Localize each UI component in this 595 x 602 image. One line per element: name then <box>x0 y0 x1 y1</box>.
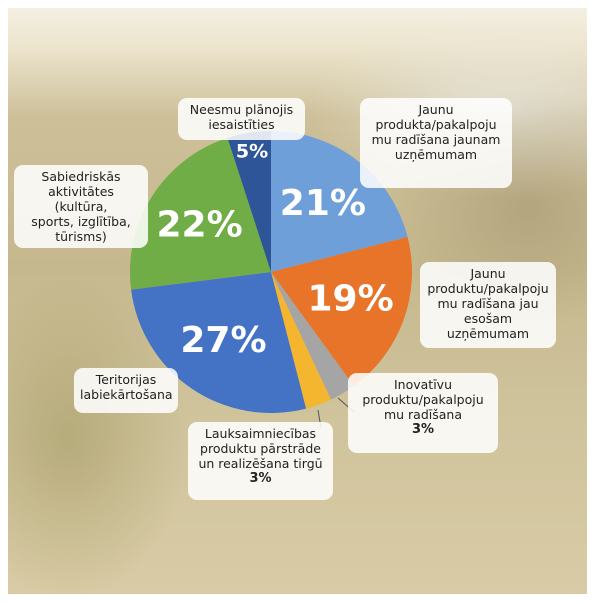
category-text: Teritorijas labiekārtošana <box>80 372 173 402</box>
category-label: Inovatīvu produktu/pakalpoju mu radīšana… <box>348 373 498 453</box>
value-label: 21% <box>280 183 366 224</box>
category-label: Jaunu produktu/pakalpoju mu radīšana jau… <box>420 262 556 348</box>
pie-slice <box>227 131 271 272</box>
category-label: Jaunu produkta/pakalpoju mu radīšana jau… <box>360 98 512 188</box>
category-label: Sabiedriskās aktivitātes (kultūra, sport… <box>14 165 148 248</box>
pie-slice <box>271 131 408 272</box>
category-text: Inovatīvu produktu/pakalpoju mu radīšana <box>362 377 484 422</box>
category-label: Lauksaimniecības produktu pārstrāde un r… <box>188 422 333 500</box>
value-label: 19% <box>308 279 394 320</box>
pie-slice <box>271 236 412 387</box>
pie-slice <box>271 272 354 400</box>
value-label: 27% <box>180 320 266 361</box>
category-text: Sabiedriskās aktivitātes (kultūra, sport… <box>31 169 131 244</box>
category-label: Teritorijas labiekārtošana <box>74 368 178 413</box>
category-text: Lauksaimniecības produktu pārstrāde un r… <box>198 426 323 471</box>
pie-slice <box>271 272 332 409</box>
value-label: 3% <box>411 422 435 437</box>
category-text: Jaunu produktu/pakalpoju mu radīšana jau… <box>427 266 549 341</box>
category-text: Neesmu plānojis iesaistīties <box>189 102 294 132</box>
value-label: 5% <box>236 141 268 163</box>
pie-slice <box>130 137 271 290</box>
category-label: Neesmu plānojis iesaistīties <box>178 98 305 140</box>
value-label: 3% <box>249 471 272 486</box>
value-label: 22% <box>156 205 242 246</box>
category-text: Jaunu produkta/pakalpoju mu radīšana jau… <box>371 102 501 162</box>
pie-slice <box>131 272 307 413</box>
